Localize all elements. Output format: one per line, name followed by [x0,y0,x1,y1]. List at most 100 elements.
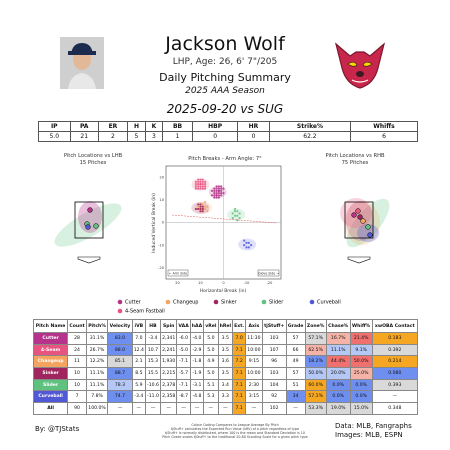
pitch-value-cell: 7.1 [232,378,247,392]
pitch-value-cell: 3.6 [217,355,234,369]
pitch-value-cell: 2.1 [131,355,146,369]
pitch-value-cell: 2,241 [159,343,178,357]
left-strike-zone [74,201,104,239]
pitch-value-cell: 0.183 [371,332,419,345]
pitch-value-cell: -3.4 [131,390,146,404]
pitch-value-cell: — [189,402,205,415]
break-point-cutter [213,196,216,199]
pitch-value-cell: — [285,402,306,415]
break-point-slider [238,216,241,220]
pitch-value-cell: 31.1% [85,332,109,345]
pitch-legend: Cutter Changeup Sinker Slider Curveball 4-Sea… [117,299,341,315]
stats-header-cell: H [126,121,146,132]
pitch-value-cell: 0.0% [325,378,351,392]
game-label: 2025-09-20 vs SUG [166,102,284,116]
pitch-value-cell: 9:15 [245,355,263,369]
left-slider-dot [93,223,99,229]
legend-swatch [165,299,171,305]
footnote-1: Colour Coding Compares to League Average… [191,423,279,427]
stats-value-cell: 6 [349,131,419,142]
break-plot-xlabel: Horizontal Break (in) [200,288,247,294]
pitch-value-cell: 44.4% [325,355,351,369]
pitch-header-cell: HB [144,319,162,333]
pitch-value-cell: 3.3 [217,390,234,404]
right-plot-subtitle: 75 Pitches [341,160,369,166]
break-x-tick: -20 [267,281,273,285]
pitch-value-cell: 5.1 [203,378,219,392]
pitch-value-cell: 2,215 [159,367,178,380]
pitch-value-cell: 7.2 [232,355,247,369]
pitch-value-cell: 7.0 [232,332,247,345]
pitch-value-cell: 7.1 [232,402,247,415]
pitch-value-cell: 28 [67,332,87,345]
pitch-header-cell: Pitch% [85,319,109,333]
pitch-value-cell: 34 [285,390,306,404]
pitch-header-cell: Whiff% [349,319,373,333]
pitch-value-cell: 2,378 [159,378,178,392]
pitch-value-cell: -7.1 [176,378,191,392]
legend-label: Curveball [317,300,341,306]
break-point-4-seam-fastball [194,187,197,190]
break-point-sinker [199,203,202,206]
stats-header-cell: IP [38,121,71,132]
left-location-plot [54,201,122,264]
pitch-value-cell: — [107,402,133,415]
legend-label: Sinker [221,300,238,306]
right-4seam-dot [355,208,361,214]
break-point-cutter [213,192,216,195]
break-point-sinker [201,210,204,213]
stats-values-row: 5.0 21 2 5 3 1 0 0 62.2 6 [38,131,419,142]
break-point-cutter [217,189,220,192]
pitch-value-cell: -2.9 [189,343,205,357]
right-slider-dot [365,224,371,230]
legend-label: Cutter [125,300,142,306]
break-y-tick: 0 [162,221,164,225]
stats-header-cell: PA [69,121,99,132]
left-plot-title: Pitch Locations vs LHB [63,153,123,159]
break-point-cutter [215,196,218,199]
stats-value-cell: 2 [97,131,128,142]
pitch-value-cell: 0.080 [371,367,419,380]
author-credit: By: @TJStats [35,425,80,433]
stats-header-cell: HBP [192,121,239,132]
pitch-header-cell: Ext. [232,319,247,333]
footnote-4: Pitch Grade scales tjStuff+ to the tradi… [162,435,308,440]
image-source: Images: MLB, ESPN [335,431,403,439]
right-strike-zone [344,201,374,239]
stats-value-cell: 21 [69,131,99,142]
pitch-value-cell: 100.0% [85,402,109,415]
break-point-sinker [199,207,202,211]
pitch-value-cell: — [159,402,178,415]
pitch-value-cell: 0.348 [371,402,419,415]
pitch-name-cell: Curveball [32,390,69,404]
break-plot: 20 10 0 -10 -20 20 10 0 -10 -20 ← Arm Side Glove … [151,165,282,294]
break-point-changeup [204,205,207,208]
pitch-row: Slider 10 11.1% 78.3 5.9 -10.6 2,378 -7.1 -3.1 5.… [32,378,419,392]
stats-value-cell: 0 [192,131,239,142]
break-point-4-seam-fastball [201,180,204,183]
break-y-tick: 20 [160,176,164,180]
pitch-value-cell: 53.3% [304,402,327,415]
pitch-value-cell: -1.9 [189,367,205,380]
stats-header-cell: HR [237,121,270,132]
right-changeup-dot [360,218,366,224]
break-y-tick: -20 [158,266,164,270]
left-plot-subtitle: 15 Pitches [79,160,107,166]
pitch-value-cell: 62.5% [304,343,327,357]
pitch-value-cell: 7.1 [232,367,247,380]
pitch-value-cell: 18.2% [304,355,327,369]
pitch-value-cell: 12.4 [131,343,146,357]
break-point-sinker [201,207,204,211]
stats-header-cell: Whiffs [349,121,419,132]
pitch-value-cell: 5.0 [203,367,219,380]
pitch-value-cell: 0.393 [371,378,419,392]
pitch-header-cell: Spin [159,319,178,333]
pitch-value-cell: -5.0 [176,343,191,357]
pitch-value-cell: 92 [261,390,287,404]
team-logo [330,34,390,94]
pitch-value-cell: 96 [261,355,287,369]
break-point-changeup [197,205,200,208]
break-point-curveball [245,241,248,244]
pitch-value-cell: 15.0% [349,402,373,415]
right-curve-dot [367,232,373,238]
